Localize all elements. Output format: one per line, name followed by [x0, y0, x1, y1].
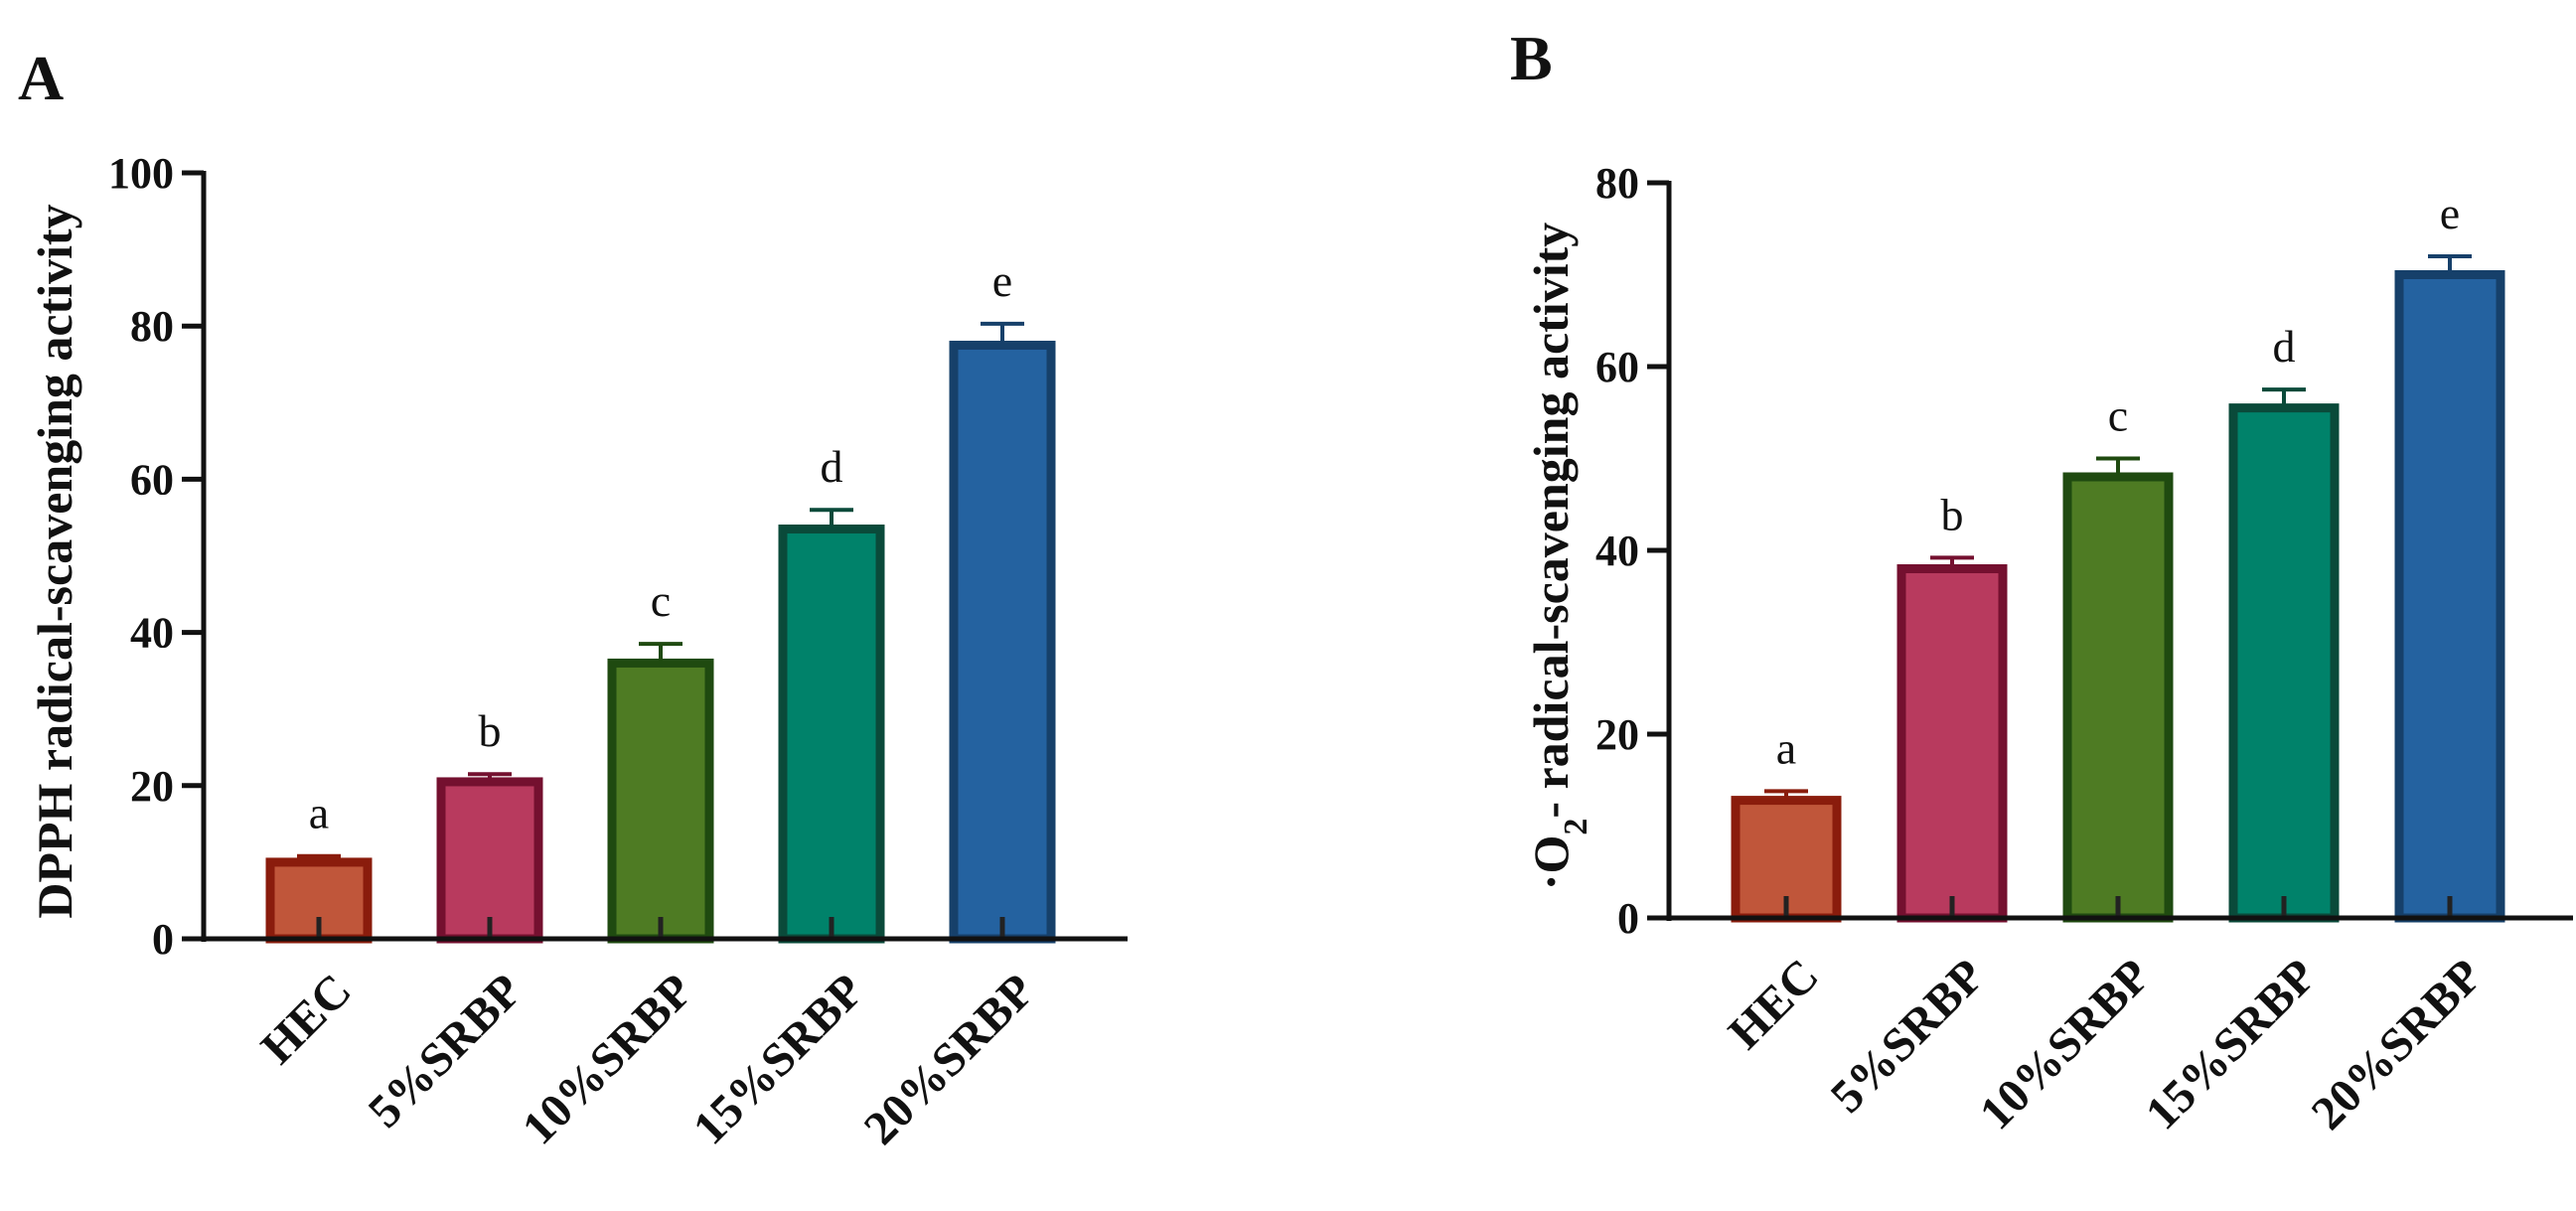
significance-label-15pct-srbp: d [821, 441, 843, 492]
y-tick-label-80: 80 [1595, 159, 1639, 208]
panel-a-y-axis-title: DPPH radical-scavenging activity [27, 204, 82, 918]
significance-label-10pct-srbp: c [651, 575, 671, 626]
significance-label-20pct-srbp: e [2440, 188, 2460, 238]
bar-15pct-srbp [778, 525, 885, 944]
bar-15pct-srbp [2228, 403, 2340, 923]
panel-a-bars: a b c d e [265, 255, 1056, 944]
panel-b-y-axis-title-sub: 2 [1558, 819, 1594, 835]
category-label-15pct-srbp: 15%SRBP [2136, 949, 2327, 1139]
panel-a-letter: A [18, 43, 64, 113]
y-tick-label-40: 40 [1595, 527, 1639, 575]
category-label-15pct-srbp: 15%SRBP [683, 964, 874, 1154]
bar-10pct-srbp [607, 658, 714, 944]
y-tick-label-20: 20 [1595, 710, 1639, 759]
category-label-hec: HEC [251, 964, 362, 1074]
category-label-10pct-srbp: 10%SRBP [1970, 949, 2161, 1139]
y-tick-label-60: 60 [130, 455, 174, 504]
significance-label-15pct-srbp: d [2273, 321, 2296, 372]
panel-b: B ·O2- radical-scavenging activity a b c d e… [1510, 23, 2573, 1139]
panel-b-y-axis-title-pre: ·O [1523, 835, 1579, 891]
category-label-5pct-srbp: 5%SRBP [359, 964, 532, 1137]
panel-b-bars: a b c d e [1731, 188, 2505, 923]
category-label-hec: HEC [1719, 949, 1829, 1059]
bar-20pct-srbp [949, 340, 1056, 944]
significance-label-5pct-srbp: b [479, 705, 502, 756]
significance-label-10pct-srbp: c [2108, 390, 2128, 441]
y-tick-label-40: 40 [130, 609, 174, 658]
panel-b-y-axis-title: ·O2- radical-scavenging activity [1523, 223, 1594, 890]
y-tick-label-100: 100 [108, 149, 174, 198]
category-label-10pct-srbp: 10%SRBP [513, 964, 703, 1154]
significance-label-hec: a [309, 788, 329, 838]
y-tick-label-60: 60 [1595, 343, 1639, 391]
significance-label-5pct-srbp: b [1941, 489, 1964, 539]
y-tick-label-80: 80 [130, 302, 174, 351]
significance-label-hec: a [1776, 722, 1796, 773]
bar-20pct-srbp [2394, 270, 2505, 923]
y-tick-label-0: 0 [152, 915, 174, 964]
panel-a: A DPPH radical-scavenging activity a b c d e… [18, 43, 1128, 1154]
panel-b-y-axis-title-post: - radical-scavenging activity [1523, 223, 1579, 819]
category-label-5pct-srbp: 5%SRBP [1821, 949, 1995, 1123]
y-tick-label-20: 20 [130, 762, 174, 811]
panel-b-letter: B [1510, 23, 1553, 93]
bar-10pct-srbp [2062, 472, 2174, 923]
significance-label-20pct-srbp: e [992, 255, 1012, 306]
y-tick-label-0: 0 [1617, 894, 1639, 943]
bar-5pct-srbp [436, 777, 543, 944]
bar-5pct-srbp [1896, 564, 2008, 923]
category-label-20pct-srbp: 20%SRBP [854, 964, 1045, 1154]
category-label-20pct-srbp: 20%SRBP [2302, 949, 2493, 1139]
